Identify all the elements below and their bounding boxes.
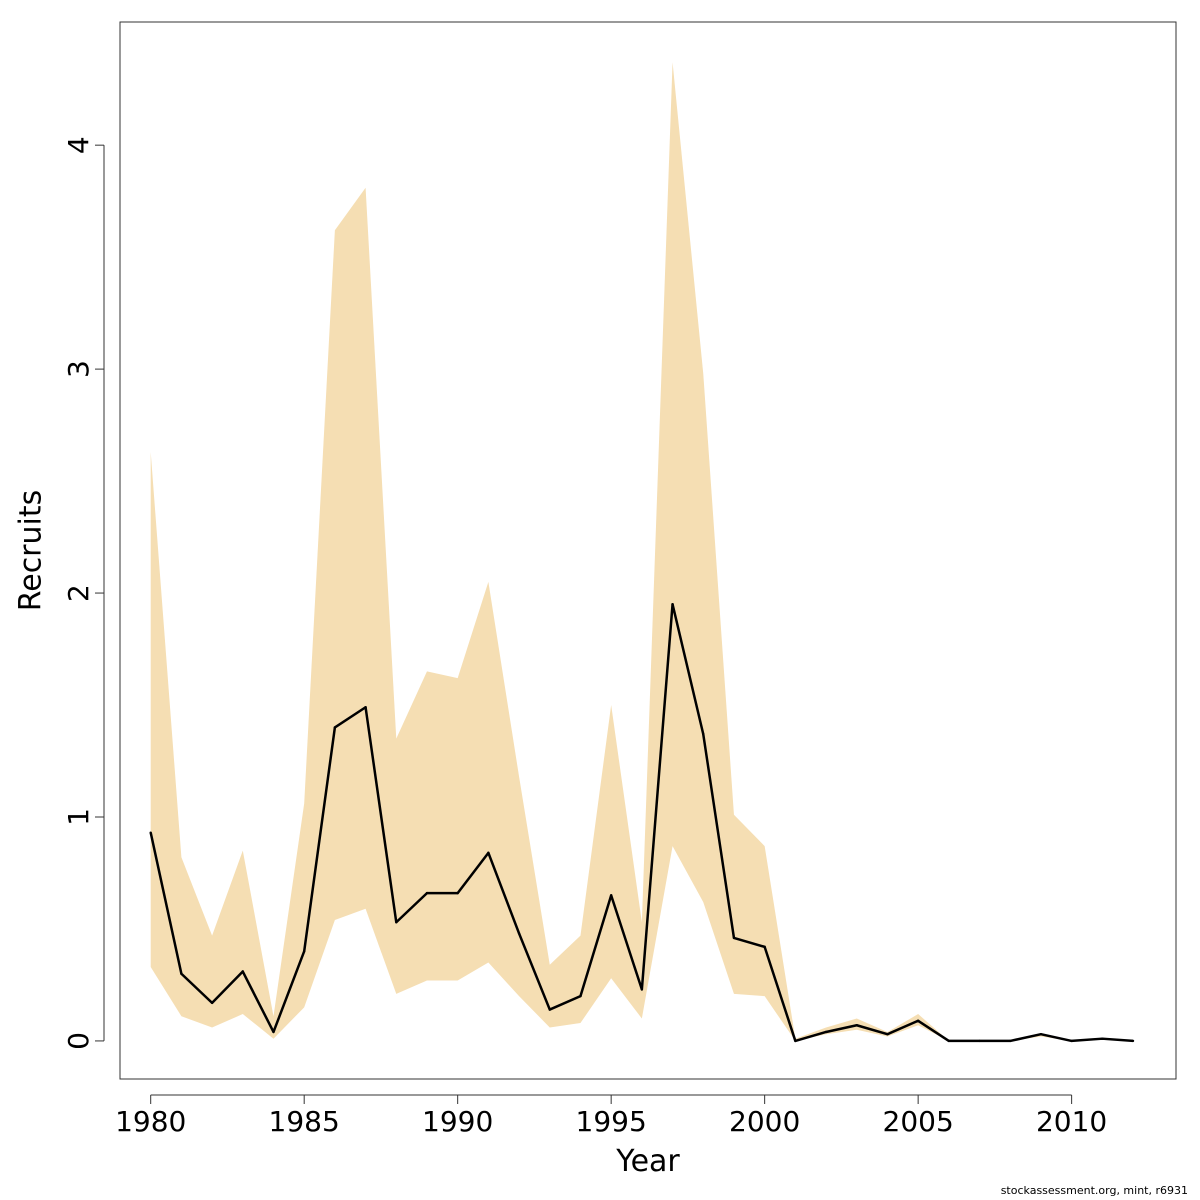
data-point: [456, 891, 459, 895]
data-point: [916, 1019, 920, 1022]
data-point: [640, 988, 644, 991]
series-line-layer: [149, 602, 1135, 1043]
data-point: [609, 894, 613, 897]
confidence-band-layer: [150, 62, 1134, 1041]
y-axis-title: Recruits: [14, 490, 49, 612]
x-tick-label: 2005: [883, 1105, 954, 1138]
data-point: [978, 1039, 981, 1043]
data-point: [548, 1008, 551, 1011]
data-point: [180, 972, 183, 975]
data-point: [272, 1030, 275, 1034]
data-point: [855, 1024, 858, 1027]
y-tick-label: 2: [62, 584, 95, 602]
y-tick-label: 1: [62, 808, 95, 826]
footer-text: stockassessment.org, mint, r6931: [1000, 1184, 1188, 1197]
data-point: [1131, 1039, 1135, 1043]
data-point: [1101, 1037, 1104, 1040]
data-point: [241, 970, 244, 973]
data-point: [149, 831, 152, 834]
data-point: [1039, 1033, 1043, 1036]
data-point: [487, 851, 490, 855]
x-tick-label: 1995: [576, 1105, 647, 1138]
data-point: [517, 932, 521, 935]
y-tick-label: 3: [62, 360, 95, 378]
data-point: [794, 1039, 797, 1043]
data-point: [732, 936, 736, 940]
x-axis: 1980 1985 1990 1995 2000 2005 2010: [115, 1094, 1107, 1138]
x-tick-label: 1990: [422, 1105, 493, 1138]
y-tick-label: 4: [62, 136, 95, 154]
x-tick-label: 2010: [1036, 1105, 1107, 1138]
data-point: [395, 921, 398, 924]
data-point: [886, 1033, 889, 1036]
confidence-band: [150, 62, 1134, 1041]
x-tick-label: 2000: [729, 1105, 800, 1138]
y-tick-label: 0: [62, 1032, 95, 1050]
data-point: [947, 1039, 951, 1043]
data-point: [1070, 1039, 1073, 1043]
data-point: [302, 950, 306, 953]
data-point: [671, 603, 674, 606]
y-axis: 0 1 2 3 4: [62, 136, 105, 1050]
x-axis-title: Year: [615, 1144, 680, 1179]
data-point: [1009, 1039, 1012, 1043]
x-tick-label: 1985: [269, 1105, 340, 1138]
data-point: [333, 726, 337, 729]
data-point: [763, 945, 766, 949]
data-point: [702, 732, 705, 736]
data-point: [364, 706, 367, 709]
data-point: [579, 994, 582, 998]
data-point: [210, 1001, 214, 1005]
x-tick-label: 1980: [115, 1105, 186, 1138]
plot-frame: [119, 21, 1177, 1080]
data-point: [425, 891, 429, 895]
data-point: [824, 1030, 828, 1034]
